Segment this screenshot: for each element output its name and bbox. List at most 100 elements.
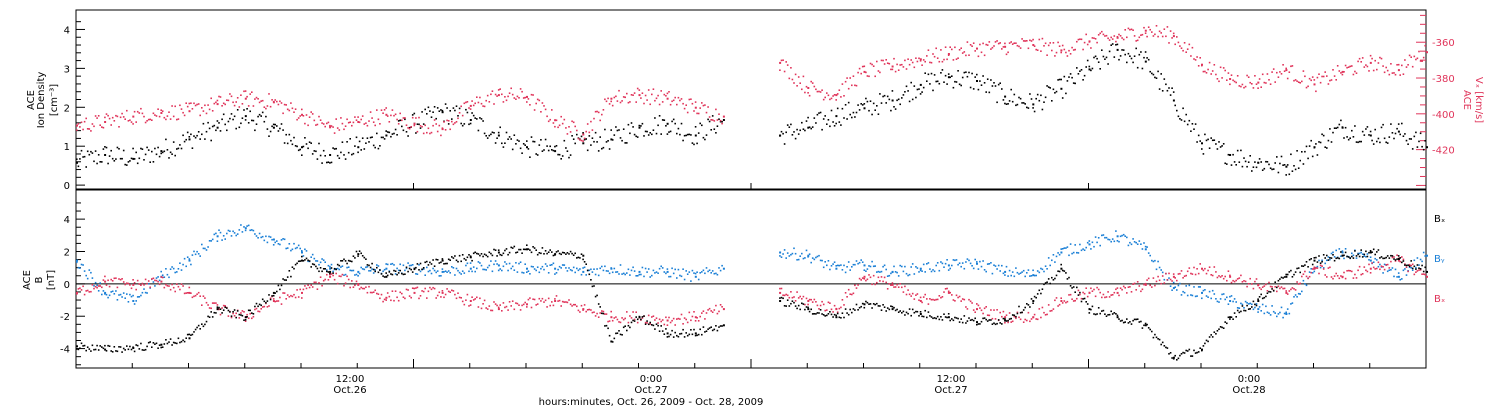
data-point	[1119, 320, 1122, 322]
data-point	[463, 272, 466, 274]
data-point	[343, 128, 345, 131]
data-point	[596, 141, 598, 143]
data-point	[77, 123, 80, 125]
data-point	[861, 261, 864, 263]
data-point	[576, 305, 578, 308]
data-point	[169, 151, 172, 154]
data-point	[1157, 260, 1159, 263]
data-point	[644, 130, 647, 133]
data-point	[218, 308, 220, 311]
data-point	[852, 111, 855, 114]
data-point	[215, 302, 217, 304]
data-point	[177, 285, 180, 288]
data-point	[1007, 319, 1009, 322]
data-point	[1199, 286, 1201, 288]
data-point	[427, 270, 430, 273]
data-point	[1229, 154, 1232, 156]
data-point	[179, 262, 181, 264]
data-point	[532, 298, 534, 300]
data-point	[1422, 273, 1425, 275]
data-point	[488, 101, 491, 103]
data-point	[1252, 166, 1255, 168]
data-point	[102, 347, 105, 350]
data-point	[451, 266, 453, 268]
data-point	[1144, 32, 1147, 34]
data-point	[940, 72, 942, 74]
data-point	[613, 267, 616, 270]
data-point	[908, 273, 911, 276]
data-point	[677, 317, 680, 320]
data-point	[541, 247, 544, 249]
data-point	[608, 103, 611, 105]
data-point	[76, 124, 78, 127]
data-point	[1071, 298, 1073, 300]
data-point	[938, 318, 941, 321]
data-point	[358, 250, 361, 252]
data-point	[186, 256, 189, 258]
data-point	[1147, 277, 1150, 280]
data-point	[566, 270, 569, 272]
data-point	[1413, 265, 1416, 268]
data-point	[86, 150, 89, 153]
data-point	[344, 158, 347, 160]
data-point	[1011, 100, 1014, 103]
data-point	[713, 328, 716, 331]
data-point	[1302, 70, 1305, 72]
data-point	[930, 316, 933, 318]
data-point	[277, 103, 280, 106]
data-point	[557, 153, 559, 156]
data-point	[1315, 256, 1317, 259]
data-point	[1271, 286, 1273, 288]
data-point	[216, 103, 219, 106]
data-point	[1146, 279, 1148, 281]
data-point	[924, 271, 926, 273]
data-point	[518, 140, 520, 142]
data-point	[679, 99, 681, 102]
data-point	[199, 138, 201, 140]
data-point	[865, 270, 867, 272]
data-point	[147, 149, 150, 151]
data-point	[597, 316, 600, 318]
data-point	[1144, 245, 1147, 248]
data-point	[160, 109, 162, 111]
data-point	[1183, 42, 1186, 44]
right-ytick-label: -380	[1432, 74, 1455, 85]
data-point	[326, 273, 328, 276]
data-point	[919, 93, 922, 95]
data-point	[83, 270, 86, 272]
data-point	[491, 270, 494, 273]
data-point	[951, 48, 953, 51]
data-point	[1260, 161, 1262, 163]
data-point	[1329, 128, 1331, 130]
data-point	[499, 88, 501, 90]
data-point	[1013, 42, 1016, 44]
data-point	[721, 122, 723, 125]
data-point	[1152, 73, 1155, 76]
data-point	[96, 344, 98, 347]
data-point	[546, 145, 548, 147]
data-point	[1368, 70, 1370, 72]
data-point	[251, 229, 253, 231]
data-point	[1057, 270, 1059, 272]
data-point	[635, 316, 637, 318]
data-point	[1055, 90, 1058, 93]
data-point	[1163, 345, 1166, 347]
data-point	[455, 121, 458, 123]
data-point	[415, 117, 417, 119]
data-point	[1194, 352, 1197, 354]
data-point	[954, 259, 956, 262]
data-point	[1224, 162, 1226, 165]
data-point	[1249, 155, 1251, 157]
data-point	[701, 124, 703, 127]
data-point	[779, 300, 782, 302]
data-point	[504, 306, 506, 309]
data-point	[1226, 322, 1228, 325]
data-point	[490, 309, 492, 312]
data-point	[707, 106, 709, 108]
data-point	[1151, 31, 1153, 33]
data-point	[1255, 304, 1258, 307]
data-point	[1191, 46, 1194, 49]
data-point	[1299, 159, 1301, 162]
data-point	[872, 65, 875, 67]
data-point	[1157, 70, 1159, 73]
